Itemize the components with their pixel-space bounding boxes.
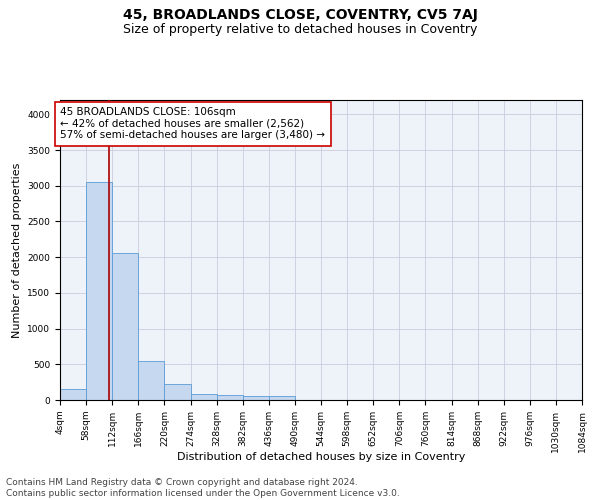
Bar [112,253,139,400]
Bar [191,394,217,400]
Text: Size of property relative to detached houses in Coventry: Size of property relative to detached ho… [123,22,477,36]
Text: Distribution of detached houses by size in Coventry: Distribution of detached houses by size … [177,452,465,462]
Bar [139,360,164,400]
Text: Contains HM Land Registry data © Crown copyright and database right 2024.
Contai: Contains HM Land Registry data © Crown c… [6,478,400,498]
Bar [217,396,242,400]
Bar [242,396,269,400]
Bar [60,390,86,400]
Bar [86,182,112,400]
Y-axis label: Number of detached properties: Number of detached properties [12,162,22,338]
Bar [164,384,191,400]
Bar [269,396,295,400]
Text: 45 BROADLANDS CLOSE: 106sqm
← 42% of detached houses are smaller (2,562)
57% of : 45 BROADLANDS CLOSE: 106sqm ← 42% of det… [61,107,325,140]
Text: 45, BROADLANDS CLOSE, COVENTRY, CV5 7AJ: 45, BROADLANDS CLOSE, COVENTRY, CV5 7AJ [122,8,478,22]
